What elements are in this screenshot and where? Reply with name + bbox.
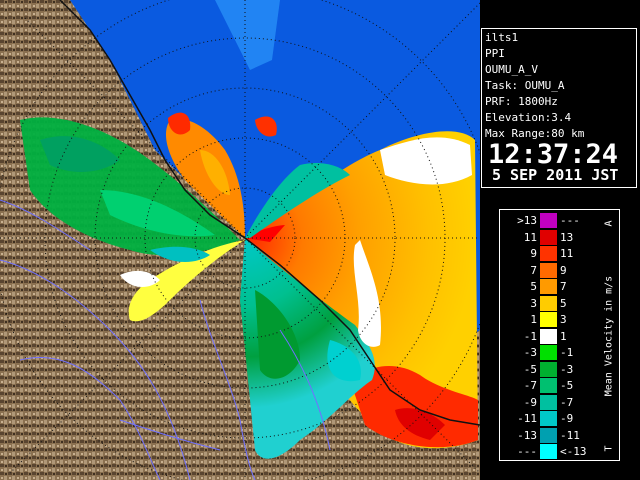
legend-color-swatch <box>540 427 557 443</box>
zero-velocity-band <box>353 240 381 347</box>
legend-lower-bound: -9 <box>523 395 537 409</box>
legend-upper-bound: --- <box>560 214 580 227</box>
legend-color-swatch <box>540 361 557 377</box>
legend-lower-bound: 3 <box>530 296 537 310</box>
legend-upper-bound: 5 <box>560 296 567 310</box>
legend-lower-bound: 9 <box>530 247 537 260</box>
legend-upper-bound: -5 <box>560 379 574 392</box>
legend-row: -5 -3 <box>500 361 600 378</box>
echo-north-lobe <box>165 119 245 238</box>
legend-lower-bound: 5 <box>530 280 537 293</box>
legend-upper-bound: 13 <box>560 230 574 244</box>
legend-upper-bound: -3 <box>560 362 574 376</box>
legend-upper-bound: 7 <box>560 280 567 293</box>
legend-upper-bound: 11 <box>560 247 574 260</box>
legend-upper-bound: -9 <box>560 412 574 425</box>
legend-row: --- <-13 <box>500 443 600 460</box>
legend-lower-bound: 7 <box>530 263 537 277</box>
legend-lower-bound: -13 <box>517 428 537 442</box>
legend-upper-bound: -1 <box>560 346 574 359</box>
legend-lower-bound: -3 <box>523 346 537 359</box>
legend-row: -11 -9 <box>500 410 600 427</box>
legend-lower-bound: >13 <box>517 214 537 227</box>
legend-lower-bound: --- <box>517 445 537 458</box>
product-name: OUMU_A_V <box>485 63 538 76</box>
scan-date: 5 SEP 2011 JST <box>492 166 619 184</box>
legend-lower-bound: 11 <box>523 230 537 244</box>
legend-row: -1 1 <box>500 328 600 345</box>
legend-upper-bound: -11 <box>560 428 580 442</box>
task-name: Task: OUMU_A <box>485 79 565 92</box>
legend-color-swatch <box>540 312 557 327</box>
legend-color-swatch <box>540 279 557 294</box>
legend-color-swatch <box>540 345 557 360</box>
velocity-legend: >13 --- 11 13 9 11 7 9 5 7 3 5 1 3 -1 1 -3 -1 -5 -3 -7 -5 -9 -7… <box>499 209 620 461</box>
scan-info-panel: ilts1 PPI OUMU_A_V Task: OUMU_A PRF: 180… <box>481 28 637 188</box>
legend-color-swatch <box>540 229 557 245</box>
legend-color-swatch <box>540 378 557 393</box>
legend-color-swatch <box>540 411 557 426</box>
legend-upper-bound: 1 <box>560 329 567 343</box>
legend-upper-bound: 9 <box>560 263 567 277</box>
legend-title: Mean Velocity in m/s <box>603 275 615 397</box>
elevation-value: Elevation:3.4 <box>485 111 572 124</box>
echo-southwest <box>128 240 245 322</box>
echo-approaching <box>240 238 375 459</box>
legend-color-swatch <box>540 295 557 311</box>
legend-row: -9 -7 <box>500 394 600 411</box>
legend-row: >13 --- <box>500 212 600 229</box>
legend-color-swatch <box>540 394 557 410</box>
scan-type: PPI <box>485 47 505 60</box>
scan-time: 12:37:24 <box>488 139 619 170</box>
legend-row: -7 -5 <box>500 377 600 394</box>
legend-color-swatch <box>540 213 557 228</box>
legend-lower-bound: -11 <box>517 412 537 425</box>
prf-value: PRF: 1800Hz <box>485 95 558 108</box>
legend-lower-bound: 1 <box>530 313 537 326</box>
rivers <box>0 199 331 480</box>
site-name: ilts1 <box>485 31 519 44</box>
radar-ppi-display <box>0 0 480 480</box>
legend-upper-bound: -7 <box>560 395 574 409</box>
legend-color-swatch <box>540 328 557 344</box>
legend-row: -3 -1 <box>500 344 600 361</box>
legend-upper-bound: <-13 <box>560 445 587 458</box>
legend-lower-bound: -7 <box>523 379 537 392</box>
legend-top-mark: A <box>603 220 615 227</box>
legend-color-swatch <box>540 262 557 278</box>
legend-lower-bound: -5 <box>523 362 537 376</box>
max-range-value: Max Range:80 km <box>485 127 585 140</box>
legend-color-swatch <box>540 246 557 261</box>
legend-row: -13 -11 <box>500 427 600 444</box>
legend-row: 11 13 <box>500 229 600 246</box>
legend-color-swatch <box>540 444 557 459</box>
legend-lower-bound: -1 <box>523 329 537 343</box>
legend-bottom-mark: T <box>603 445 615 452</box>
legend-upper-bound: 3 <box>560 313 567 326</box>
legend-title-column: A Mean Velocity in m/s T <box>600 214 618 458</box>
coastline <box>59 0 480 426</box>
legend-row: 9 11 <box>500 245 600 262</box>
